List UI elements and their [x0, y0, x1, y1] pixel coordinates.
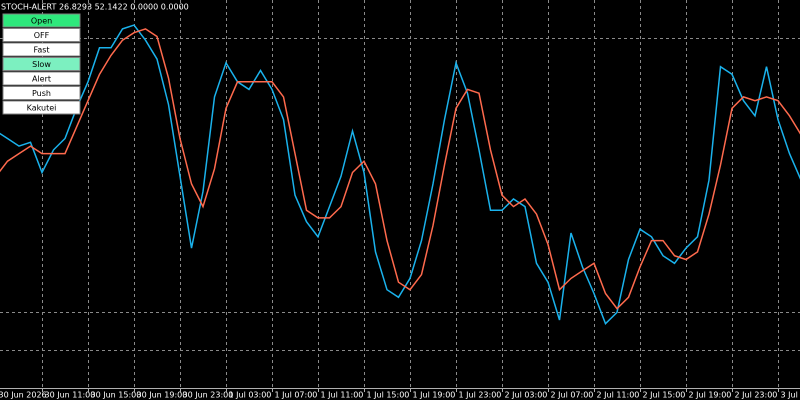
button-panel: Open OFF Fast Slow Alert Push Kakutei — [2, 13, 81, 115]
x-tick-label: 1 Jul 23:00 — [459, 391, 502, 400]
button[interactable]: Open — [2, 13, 81, 28]
x-tick-label: 30 Jun 15:00 — [91, 391, 142, 400]
button[interactable]: Slow — [2, 57, 81, 71]
button-face[interactable] — [2, 57, 81, 71]
x-tick-label: 1 Jul 03:00 — [229, 391, 272, 400]
button[interactable]: OFF — [2, 28, 81, 42]
level-lines — [0, 38, 800, 351]
x-tick-label: 1 Jul 11:00 — [321, 391, 364, 400]
x-tick-label: 2 Jul 19:00 — [689, 391, 732, 400]
button[interactable]: Push — [2, 86, 81, 100]
x-tick-label: 30 Jun 2026 — [0, 391, 47, 400]
x-tick-label: 3 Jul 03:00 — [781, 391, 800, 400]
series-line — [0, 28, 800, 310]
x-tick-label: 2 Jul 15:00 — [643, 391, 686, 400]
x-tick-label: 2 Jul 03:00 — [505, 391, 548, 400]
button-label[interactable]: Push — [32, 89, 51, 98]
button-face[interactable] — [2, 42, 81, 57]
button-face[interactable] — [2, 100, 81, 115]
button-label[interactable]: Fast — [33, 46, 49, 55]
button-face[interactable] — [2, 71, 81, 86]
x-tick-label: 1 Jul 19:00 — [413, 391, 456, 400]
button-label[interactable]: Kakutei — [27, 104, 57, 113]
button-face[interactable] — [2, 13, 81, 28]
button[interactable]: Alert — [2, 71, 81, 86]
indicator-title: STOCH-ALERT 26.8293 52.1422 0.0000 0.000… — [1, 3, 189, 12]
button-label[interactable]: Open — [31, 17, 52, 26]
button-face[interactable] — [2, 28, 81, 42]
x-tick-label: 30 Jun 19:00 — [137, 391, 188, 400]
button-label[interactable]: Alert — [32, 75, 51, 84]
series-line — [0, 24, 800, 326]
x-tick-label: 30 Jun 11:00 — [45, 391, 96, 400]
x-tick-label: 1 Jul 07:00 — [275, 391, 318, 400]
button-label[interactable]: Slow — [32, 60, 51, 69]
x-tick-label: 1 Jul 15:00 — [367, 391, 410, 400]
x-tick-label: 2 Jul 23:00 — [735, 391, 778, 400]
plot — [0, 24, 800, 326]
button[interactable]: Kakutei — [2, 100, 81, 115]
x-tick-label: 30 Jun 23:00 — [183, 391, 234, 400]
button-label[interactable]: OFF — [34, 31, 50, 40]
grid — [42, 0, 779, 388]
x-tick-label: 2 Jul 11:00 — [597, 391, 640, 400]
button[interactable]: Fast — [2, 42, 81, 57]
button-face[interactable] — [2, 86, 81, 100]
x-tick-label: 2 Jul 07:00 — [551, 391, 594, 400]
